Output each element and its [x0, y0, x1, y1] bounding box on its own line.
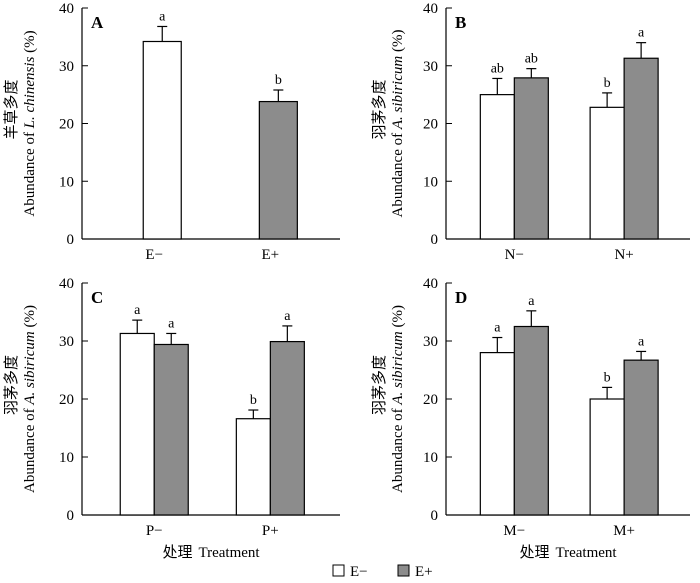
category-label: E−	[145, 247, 163, 263]
y-tick-label: 40	[59, 1, 74, 17]
bar	[513, 325, 549, 516]
bar	[142, 40, 182, 240]
x-axis-label-cn: 处理	[162, 543, 192, 561]
significance-letter: a	[638, 26, 645, 41]
y-tick-label: 20	[423, 117, 438, 133]
significance-letter: a	[284, 309, 291, 324]
y-axis-label: Abundance of A. sibiricum (%)	[390, 305, 406, 493]
bar	[119, 332, 155, 516]
category-label: M+	[613, 523, 635, 539]
bar	[258, 100, 298, 240]
y-axis-label-species: A. sibiricum	[22, 331, 38, 405]
y-tick-label: 0	[67, 508, 75, 524]
y-axis-label-prefix: Abundance of	[390, 405, 406, 493]
y-tick-label: 10	[423, 174, 438, 190]
x-axis-label-en: Treatment	[555, 545, 617, 561]
significance-letter: b	[604, 370, 611, 385]
y-axis-label-species: A. sibiricum	[390, 56, 406, 130]
y-axis-label-species: A. sibiricum	[390, 331, 406, 405]
y-axis-label-prefix: Abundance of	[22, 128, 38, 216]
y-axis-label: Abundance of A. sibiricum (%)	[22, 305, 38, 493]
y-axis-label-cn: 羽茅多度	[370, 79, 388, 139]
y-tick-label: 40	[423, 276, 438, 292]
y-axis-label-species: L. chinensis	[22, 56, 38, 129]
y-tick-label: 10	[59, 450, 74, 466]
y-axis-label-cn: 羽茅多度	[2, 355, 20, 415]
x-axis-label-cn: 处理	[519, 543, 549, 561]
significance-letter: a	[159, 9, 166, 24]
significance-letter: b	[604, 76, 611, 91]
significance-letter: b	[250, 393, 257, 408]
y-axis-label-cn: 羽茅多度	[370, 355, 388, 415]
significance-letter: a	[638, 334, 645, 349]
category-label: N+	[614, 247, 633, 263]
y-tick-label: 40	[59, 276, 74, 292]
legend-label-e-plus: E+	[415, 564, 433, 580]
legend: E− E+	[332, 564, 433, 580]
y-tick-label: 0	[431, 232, 439, 248]
x-axis-label: 处理 Treatment	[519, 543, 617, 561]
significance-letter: a	[168, 316, 175, 331]
bar	[589, 398, 625, 516]
y-axis-label-unit: (%)	[22, 305, 38, 331]
y-tick-label: 30	[423, 334, 438, 350]
y-tick-label: 30	[59, 334, 74, 350]
significance-letter: a	[134, 303, 141, 318]
significance-letter: ab	[491, 61, 504, 76]
panel-letter: A	[91, 13, 104, 32]
y-axis-label: Abundance of L. chinensis (%)	[22, 30, 38, 216]
bar	[269, 340, 305, 516]
category-label: N−	[505, 247, 524, 263]
y-tick-label: 40	[423, 1, 438, 17]
y-tick-label: 10	[59, 174, 74, 190]
y-tick-label: 20	[59, 117, 74, 133]
category-label: E+	[262, 247, 280, 263]
x-axis-label-en: Treatment	[198, 545, 260, 561]
y-tick-label: 30	[59, 59, 74, 75]
y-axis-label-prefix: Abundance of	[390, 129, 406, 217]
y-tick-label: 20	[423, 392, 438, 408]
significance-letter: ab	[525, 52, 538, 67]
significance-letter: b	[275, 73, 282, 88]
y-axis-label: Abundance of A. sibiricum (%)	[390, 30, 406, 218]
bar	[479, 94, 515, 240]
bar	[513, 77, 549, 240]
y-axis-label-prefix: Abundance of	[22, 405, 38, 493]
category-label: P−	[146, 523, 163, 539]
y-axis-label-unit: (%)	[390, 305, 406, 331]
panel-letter: D	[455, 288, 467, 307]
y-tick-label: 20	[59, 392, 74, 408]
category-label: P+	[262, 523, 279, 539]
bar	[479, 352, 515, 516]
legend-label-e-minus: E−	[350, 564, 368, 580]
significance-letter: a	[494, 321, 501, 336]
y-tick-label: 0	[431, 508, 439, 524]
y-tick-label: 30	[423, 59, 438, 75]
panel-letter: C	[91, 288, 103, 307]
legend-swatch-e-minus	[332, 564, 345, 577]
panel-letter: B	[455, 13, 466, 32]
x-axis-label: 处理 Treatment	[162, 543, 260, 561]
y-axis-label-unit: (%)	[22, 30, 38, 56]
category-label: M−	[503, 523, 525, 539]
y-axis-label-cn: 羊草多度	[2, 79, 20, 139]
legend-swatch-e-plus	[397, 564, 410, 577]
y-tick-label: 0	[67, 232, 75, 248]
significance-letter: a	[528, 294, 535, 309]
bar	[153, 343, 189, 516]
y-tick-label: 10	[423, 450, 438, 466]
bar	[623, 57, 659, 240]
y-axis-label-unit: (%)	[390, 30, 406, 56]
bar	[623, 359, 659, 516]
bar	[589, 106, 625, 240]
bar	[235, 418, 271, 516]
